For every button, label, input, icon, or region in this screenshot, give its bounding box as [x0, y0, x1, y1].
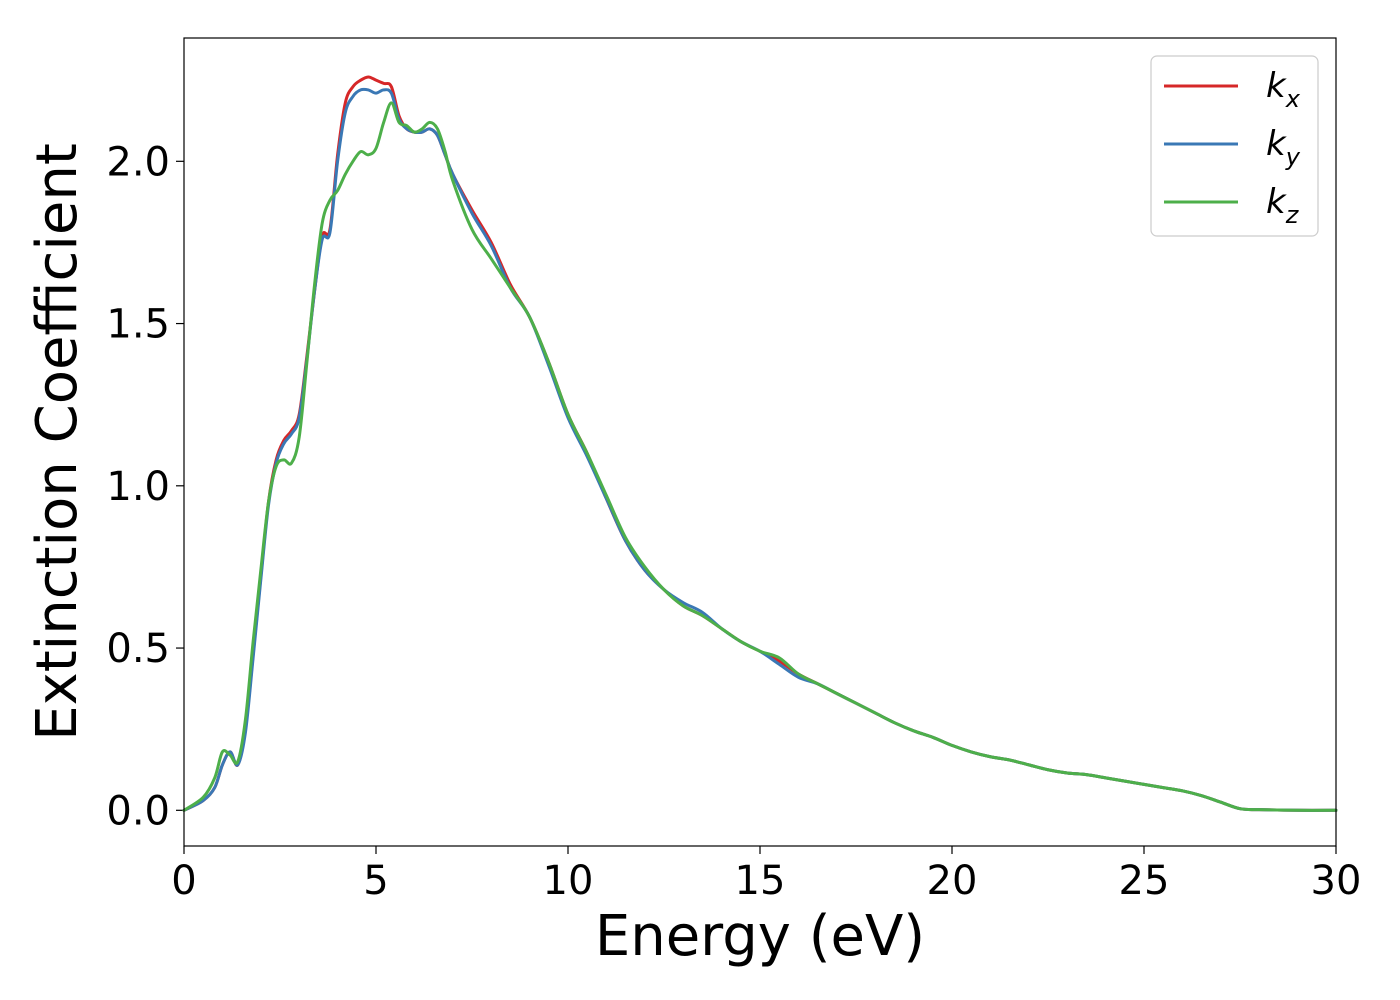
- x-axis-label: Energy (eV): [595, 904, 925, 969]
- x-tick-label: 20: [927, 858, 978, 904]
- x-tick-label: 10: [543, 858, 594, 904]
- x-tick-label: 15: [735, 858, 786, 904]
- y-tick-label: 1.0: [106, 464, 170, 510]
- x-tick-label: 5: [363, 858, 388, 904]
- y-tick-label: 0.5: [106, 626, 170, 672]
- plot-frame: [183, 37, 1337, 847]
- y-axis-label: Extinction Coefficient: [25, 143, 90, 741]
- x-tick-label: 0: [171, 858, 196, 904]
- legend-box: [1150, 55, 1319, 237]
- y-axis-ticks: 0.0 0.5 1.0 1.5 2.0: [106, 139, 184, 834]
- legend-label-x: kx: [1266, 66, 1301, 113]
- x-tick-label: 30: [1311, 858, 1362, 904]
- y-tick-label: 1.5: [106, 302, 170, 348]
- plot-lines: [182, 75, 1338, 812]
- legend: kx ky kz: [1150, 55, 1319, 237]
- x-axis-ticks: 0 5 10 15 20 25 30: [171, 846, 1361, 904]
- legend-label-z: kz: [1266, 182, 1300, 229]
- x-tick-label: 25: [1119, 858, 1170, 904]
- legend-label-y: ky: [1266, 124, 1301, 171]
- y-tick-label: 0.0: [106, 788, 170, 834]
- y-tick-label: 2.0: [106, 139, 170, 185]
- series-line-z: [182, 101, 1338, 812]
